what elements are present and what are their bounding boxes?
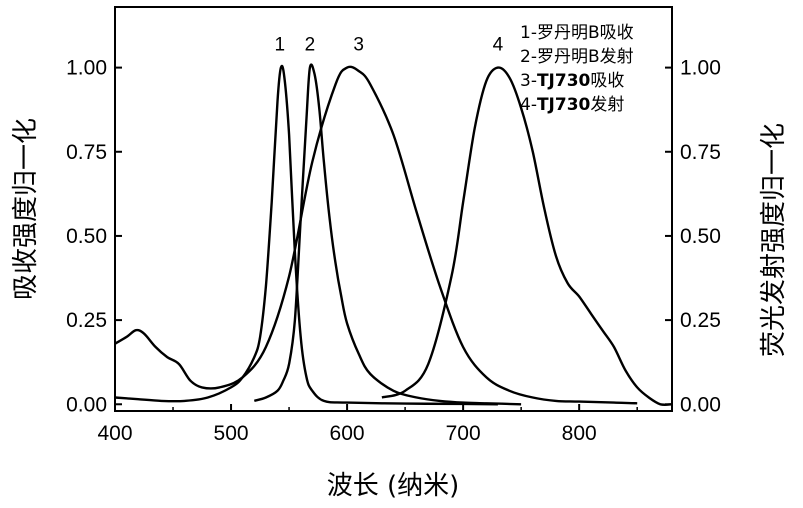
legend-item-3: 3-TJ730吸收 [520, 71, 624, 91]
y-tick-label-right: 0.50 [680, 225, 721, 248]
legend-prefix: 2- [520, 47, 537, 67]
y-tick-label-left: 0.00 [66, 393, 107, 416]
peak-label-3: 3 [353, 35, 364, 56]
peak-label-4: 4 [493, 35, 504, 56]
legend-prefix: 3- [520, 71, 537, 91]
spectra-curves [115, 65, 672, 405]
curve-4 [382, 68, 672, 405]
y-tick-label-left: 0.75 [66, 141, 107, 164]
x-tick-label: 400 [97, 422, 132, 445]
curve-3 [115, 67, 637, 403]
legend-item-1: 1-罗丹明B吸收 [520, 23, 634, 43]
plot-frame [115, 7, 672, 411]
x-tick-label: 700 [446, 422, 481, 445]
peak-labels: 12 3 4 [274, 35, 503, 56]
y-tick-label-right: 1.00 [680, 57, 721, 80]
y-axis-title-left: 吸收强度归一化 [11, 118, 41, 300]
y-axis-title-right: 荧光发射强度归一化 [759, 123, 789, 357]
legend-text: 吸收 [590, 71, 624, 91]
legend-text: 发射 [590, 95, 624, 115]
peak-label-2: 2 [305, 35, 316, 56]
legend-text: 罗丹明B发射 [537, 47, 634, 67]
y-tick-label-left: 1.00 [66, 57, 107, 80]
x-tick-label: 500 [214, 422, 249, 445]
legend-item-2: 2-罗丹明B发射 [520, 47, 634, 67]
y-tick-label-right: 0.25 [680, 309, 721, 332]
x-tick-label: 600 [330, 422, 365, 445]
legend-bold: TJ730 [537, 71, 591, 91]
y-tick-label-left: 0.50 [66, 225, 107, 248]
x-axis-title: 波长 (纳米) [327, 471, 460, 501]
y-tick-label-left: 0.25 [66, 309, 107, 332]
y-tick-label-right: 0.75 [680, 141, 721, 164]
legend-bold: TJ730 [537, 95, 591, 115]
legend: 1-罗丹明B吸收2-罗丹明B发射3-TJ730吸收4-TJ730发射 [520, 23, 634, 115]
legend-prefix: 1- [520, 23, 537, 43]
legend-prefix: 4- [520, 95, 537, 115]
peak-label-1: 1 [274, 35, 285, 56]
x-tick-label: 800 [562, 422, 597, 445]
y-tick-label-right: 0.00 [680, 393, 721, 416]
legend-text: 罗丹明B吸收 [537, 23, 634, 43]
legend-item-4: 4-TJ730发射 [520, 95, 624, 115]
